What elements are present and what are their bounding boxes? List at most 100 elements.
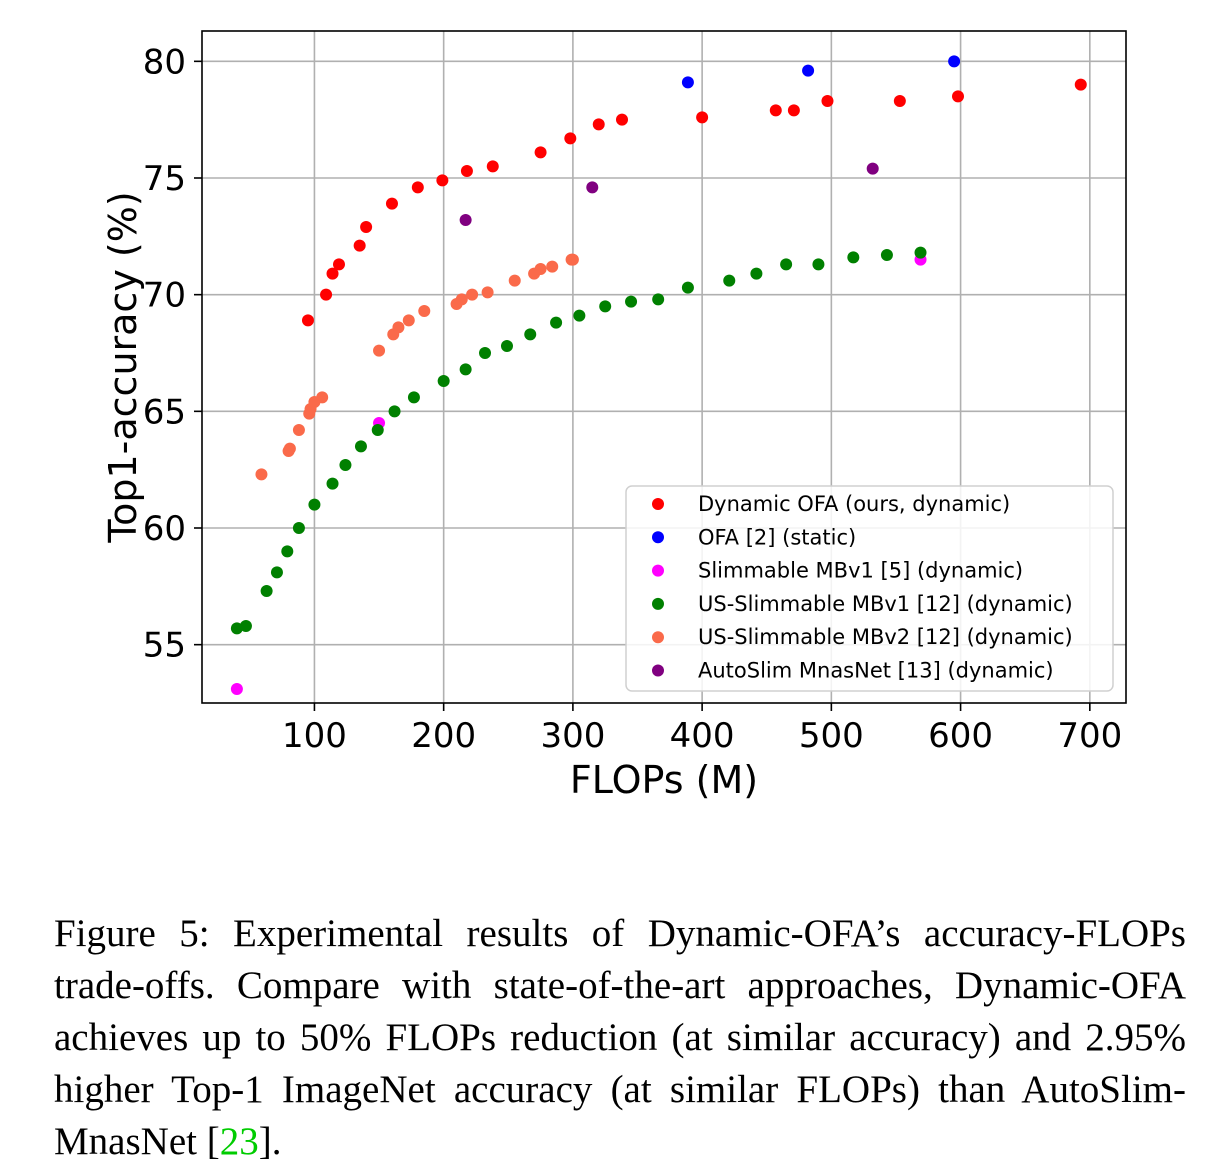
data-point <box>466 288 479 301</box>
x-tick-label: 200 <box>411 716 476 756</box>
x-tick-label: 400 <box>670 716 735 756</box>
legend-item: US-Slimmable MBv1 [12] (dynamic) <box>652 592 1073 616</box>
data-point <box>696 111 709 124</box>
legend: Dynamic OFA (ours, dynamic) OFA [2] (stat… <box>625 485 1114 692</box>
legend-item: AutoSlim MnasNet [13] (dynamic) <box>652 659 1054 683</box>
data-point <box>750 267 763 280</box>
data-point <box>459 214 472 226</box>
data-point <box>402 314 415 327</box>
data-point <box>230 683 243 695</box>
x-axis-label: FLOPs (M) <box>570 758 758 802</box>
caption-text: Figure 5: Experimental results of Dynami… <box>54 912 1186 1163</box>
data-point <box>847 251 860 264</box>
data-point <box>281 545 294 558</box>
data-point <box>866 162 879 175</box>
x-tick-label: 600 <box>928 716 993 756</box>
data-point <box>460 165 473 177</box>
plot-frame <box>201 30 1127 704</box>
data-point <box>566 253 579 266</box>
y-tick-label: 55 <box>143 626 186 666</box>
data-point <box>292 424 305 436</box>
data-point <box>914 246 927 259</box>
data-point <box>308 498 321 511</box>
legend-label: Dynamic OFA (ours, dynamic) <box>698 492 1010 516</box>
data-point <box>373 344 386 357</box>
data-point <box>353 239 366 252</box>
legend-marker <box>652 531 664 544</box>
data-point <box>230 622 243 635</box>
series-5 <box>255 253 579 481</box>
data-point <box>592 118 605 131</box>
data-point <box>534 146 547 159</box>
caption-end: ]. <box>258 1120 282 1163</box>
x-tick-label: 500 <box>799 716 864 756</box>
data-point <box>652 293 665 306</box>
data-point <box>880 249 893 261</box>
data-point <box>339 459 352 471</box>
data-point <box>326 267 339 280</box>
data-point <box>481 286 494 299</box>
legend-label: OFA [2] (static) <box>698 525 856 549</box>
data-point <box>292 522 305 534</box>
legend-label: Slimmable MBv1 [5] (dynamic) <box>698 559 1023 583</box>
data-point <box>500 340 513 352</box>
data-point <box>479 347 492 359</box>
data-point <box>459 363 472 376</box>
data-point <box>599 300 612 313</box>
data-point <box>301 314 314 327</box>
legend-item: US-Slimmable MBv2 [12] (dynamic) <box>652 625 1073 649</box>
data-point <box>320 288 333 301</box>
data-point <box>270 566 283 579</box>
legend-marker <box>652 597 664 610</box>
data-point <box>255 468 268 481</box>
data-point <box>260 585 273 597</box>
data-point <box>418 305 431 317</box>
data-point <box>893 95 906 107</box>
data-point <box>332 258 345 271</box>
data-point <box>407 391 420 404</box>
legend-marker <box>652 631 664 644</box>
data-point <box>948 55 961 68</box>
data-point <box>524 328 537 341</box>
data-point <box>486 160 499 173</box>
legend-item: Dynamic OFA (ours, dynamic) <box>652 492 1010 516</box>
data-point <box>586 181 599 194</box>
legend-label: US-Slimmable MBv2 [12] (dynamic) <box>698 625 1073 649</box>
y-tick-label: 70 <box>143 276 186 316</box>
data-point <box>681 281 694 294</box>
series-6 <box>459 162 879 226</box>
series-2 <box>681 55 961 89</box>
axis-ticks: 100 200 300 400 500 600 700 55 60 65 70 75 80 <box>143 42 1123 756</box>
series-4 <box>230 246 927 635</box>
x-tick-label: 300 <box>540 716 605 756</box>
data-point <box>283 442 296 455</box>
legend-label: US-Slimmable MBv1 [12] (dynamic) <box>698 592 1073 616</box>
legend-label: AutoSlim MnasNet [13] (dynamic) <box>698 659 1054 683</box>
data-point <box>769 104 782 117</box>
data-point <box>326 477 339 490</box>
data-point <box>385 197 398 210</box>
x-tick-label: 100 <box>282 716 347 756</box>
data-point <box>821 95 834 107</box>
data-points <box>230 55 1087 695</box>
data-point <box>411 181 424 194</box>
data-point <box>681 76 694 89</box>
data-point <box>316 391 329 404</box>
data-point <box>723 274 736 287</box>
data-point <box>564 132 577 145</box>
data-point <box>508 274 521 287</box>
y-tick-label: 60 <box>143 509 186 549</box>
data-point <box>1074 78 1087 91</box>
x-tick-label: 700 <box>1057 716 1122 756</box>
figure-caption: Figure 5: Experimental results of Dynami… <box>54 908 1186 1168</box>
data-point <box>371 424 384 436</box>
data-point <box>550 316 563 329</box>
data-point <box>360 221 373 233</box>
data-point <box>534 263 547 275</box>
data-point <box>546 260 559 273</box>
legend-box <box>625 485 1114 692</box>
data-point <box>616 113 628 126</box>
citation-link[interactable]: 23 <box>219 1120 259 1163</box>
data-point <box>354 440 367 453</box>
legend-marker <box>652 564 664 577</box>
